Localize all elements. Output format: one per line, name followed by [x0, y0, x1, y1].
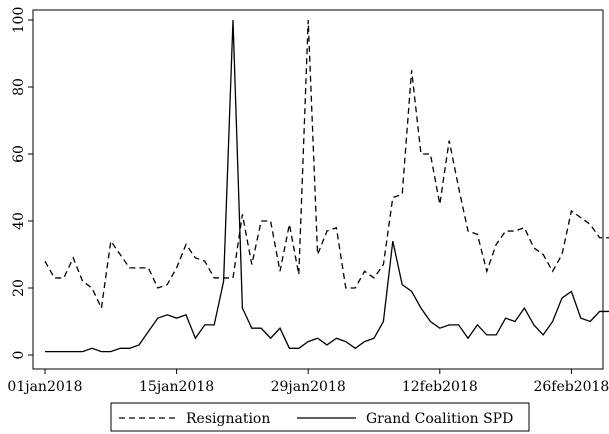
y-tick-label: 40	[11, 212, 27, 230]
legend-box	[110, 402, 530, 432]
y-axis: 0 20 40 60 80 100	[11, 7, 33, 360]
y-tick-label: 60	[11, 145, 27, 163]
series-line-grand-coalition-spd	[45, 19, 609, 353]
x-axis: 01jan2018 15jan2018 29jan2018 12feb2018 26fe…	[7, 369, 609, 395]
y-tick-label: 100	[11, 7, 27, 34]
legend: Resignation Grand Coalition SPD	[110, 402, 530, 432]
x-tick-label: 15jan2018	[139, 379, 214, 395]
x-tick-label: 01jan2018	[7, 379, 82, 395]
series-layer	[44, 19, 609, 353]
plot-frame	[32, 9, 604, 370]
plot-area	[32, 9, 604, 370]
series-line-resignation	[44, 19, 609, 311]
y-tick-label: 20	[11, 279, 27, 297]
y-tick-label: 0	[11, 351, 27, 360]
legend-label-resignation: Resignation	[186, 411, 270, 427]
x-tick-label: 29jan2018	[271, 379, 346, 395]
legend-label-grand-coalition: Grand Coalition SPD	[366, 411, 513, 427]
y-tick-label: 80	[11, 78, 27, 96]
x-tick-label: 26feb2018	[533, 379, 609, 395]
x-tick-label: 12feb2018	[402, 379, 478, 395]
